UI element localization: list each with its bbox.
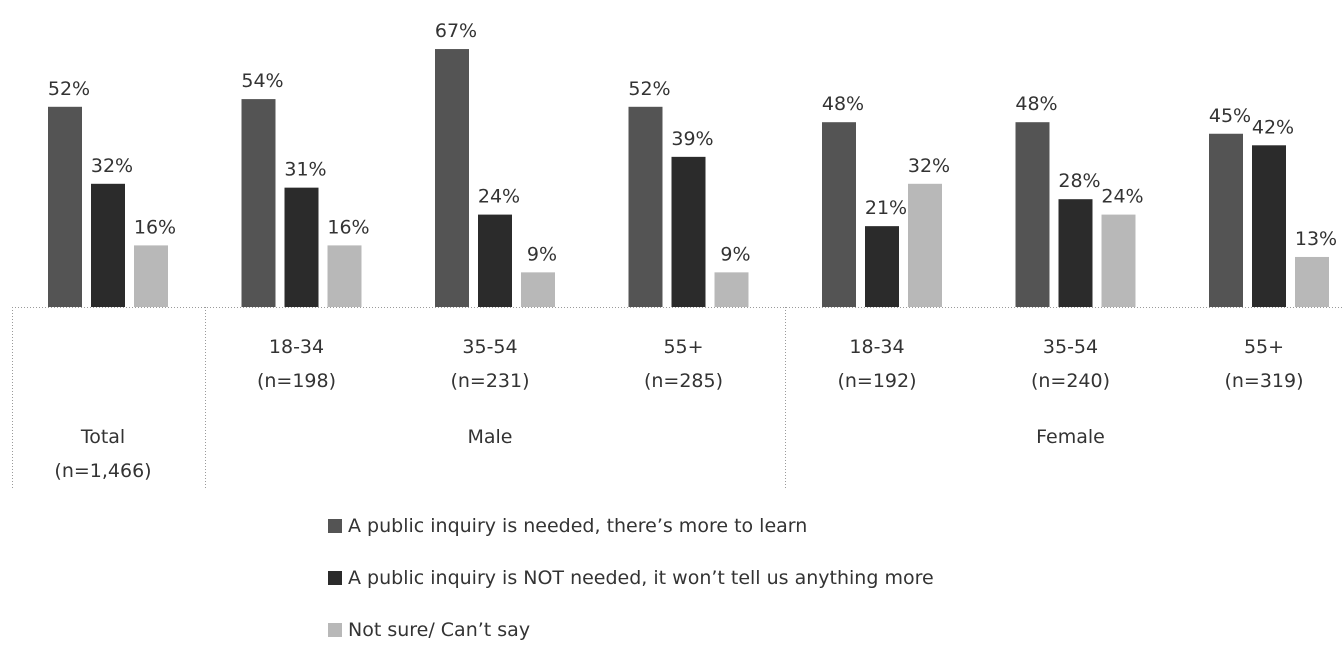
bar-3-2 xyxy=(327,245,362,307)
bar-1-5 xyxy=(822,122,856,307)
legend-swatch xyxy=(328,571,342,585)
category-label: 55+ xyxy=(1244,336,1284,358)
data-label-2-1: 32% xyxy=(91,155,133,177)
legend-label: Not sure/ Can’t say xyxy=(348,619,531,641)
category-n-label: (n=319) xyxy=(1224,370,1303,392)
bar-2-5 xyxy=(865,226,899,307)
legend-swatch xyxy=(328,519,342,533)
category-label: 18-34 xyxy=(269,336,324,358)
category-label: Total xyxy=(80,426,125,448)
bar-3-1 xyxy=(134,245,168,307)
category-axis xyxy=(12,307,1343,490)
data-label-3-1: 16% xyxy=(134,216,176,238)
group-label-male: Male xyxy=(467,426,512,448)
data-label-2-3: 24% xyxy=(478,186,520,208)
data-label-1-6: 48% xyxy=(1015,93,1057,115)
bar-3-3 xyxy=(521,272,555,307)
data-label-3-7: 13% xyxy=(1295,228,1337,250)
data-label-1-1: 52% xyxy=(48,78,90,100)
bar-2-1 xyxy=(91,183,125,307)
data-label-2-2: 31% xyxy=(284,159,326,181)
legend-item-3: Not sure/ Can’t say xyxy=(328,619,934,641)
data-labels: 52% 54% 67% 52% 48% 48% 45% 32% 31% 24% 39% 21% 28% 4… xyxy=(48,20,1337,265)
legend-label: A public inquiry is NOT needed, it won’t… xyxy=(348,567,934,589)
data-label-2-5: 21% xyxy=(865,197,907,219)
data-label-1-4: 52% xyxy=(628,78,670,100)
legend-label: A public inquiry is needed, there’s more… xyxy=(348,515,808,537)
category-labels: Total (n=1,466) 18-34 (n=198) 35-54 (n=231) 55… xyxy=(54,336,1303,482)
data-label-3-3: 9% xyxy=(527,243,557,265)
bar-1-7 xyxy=(1209,133,1243,307)
category-label: 55+ xyxy=(663,336,703,358)
category-n-label: (n=1,466) xyxy=(54,460,151,482)
bar-1-4 xyxy=(628,106,663,307)
bar-2-3 xyxy=(478,214,512,307)
category-n-label: (n=231) xyxy=(450,370,529,392)
bar-chart: 52% 54% 67% 52% 48% 48% 45% 32% 31% 24% 39% 21% 28% 4… xyxy=(12,20,1343,490)
bar-1-3 xyxy=(435,49,469,308)
category-n-label: (n=198) xyxy=(257,370,336,392)
bar-3-5 xyxy=(908,183,942,307)
data-label-3-4: 9% xyxy=(720,243,750,265)
data-label-2-7: 42% xyxy=(1252,116,1294,138)
data-label-1-5: 48% xyxy=(822,93,864,115)
data-label-3-2: 16% xyxy=(327,216,369,238)
bar-3-6 xyxy=(1101,214,1136,307)
bars xyxy=(48,49,1329,308)
category-n-label: (n=240) xyxy=(1031,370,1110,392)
bar-2-6 xyxy=(1058,199,1093,307)
category-n-label: (n=192) xyxy=(837,370,916,392)
bar-1-1 xyxy=(48,106,82,307)
bar-1-2 xyxy=(241,99,276,307)
data-label-1-7: 45% xyxy=(1209,105,1251,127)
legend-item-1: A public inquiry is needed, there’s more… xyxy=(328,515,934,537)
data-label-3-5: 32% xyxy=(908,155,950,177)
group-label-female: Female xyxy=(1036,426,1105,448)
category-label: 35-54 xyxy=(1043,336,1098,358)
data-label-2-6: 28% xyxy=(1058,170,1100,192)
category-label: 18-34 xyxy=(849,336,904,358)
data-label-1-3: 67% xyxy=(435,20,477,42)
category-label: 35-54 xyxy=(462,336,517,358)
legend-swatch xyxy=(328,623,342,637)
bar-2-4 xyxy=(671,156,706,307)
data-label-2-4: 39% xyxy=(671,128,713,150)
legend-item-2: A public inquiry is NOT needed, it won’t… xyxy=(328,567,934,589)
bar-2-7 xyxy=(1252,145,1286,307)
bar-3-4 xyxy=(714,272,749,307)
bar-1-6 xyxy=(1015,122,1050,307)
data-label-3-6: 24% xyxy=(1101,186,1143,208)
bar-3-7 xyxy=(1295,256,1329,307)
bar-2-2 xyxy=(284,187,319,307)
legend: A public inquiry is needed, there’s more… xyxy=(328,515,934,672)
category-n-label: (n=285) xyxy=(644,370,723,392)
data-label-1-2: 54% xyxy=(241,70,283,92)
